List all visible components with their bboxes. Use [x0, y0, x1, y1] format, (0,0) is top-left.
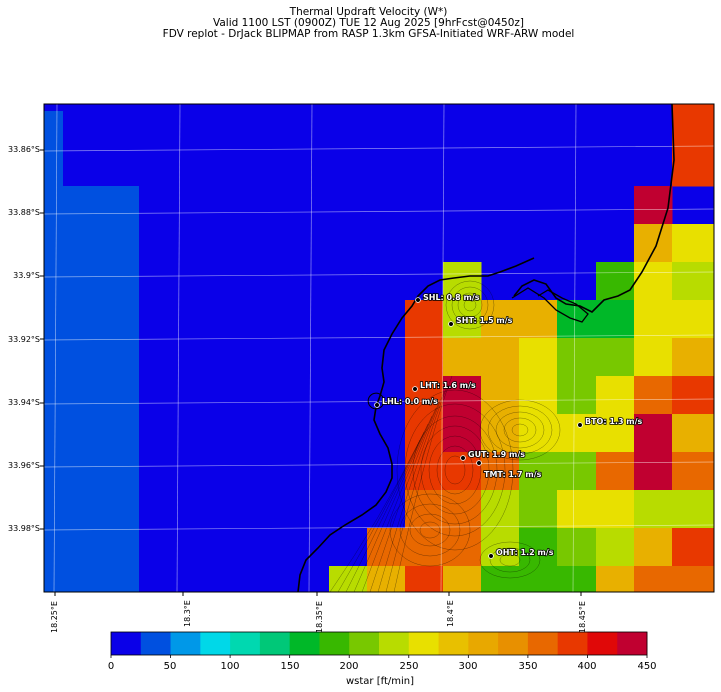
lon-label: 18.4°E: [446, 600, 455, 627]
title-line-1: Thermal Updraft Velocity (W*): [289, 6, 448, 18]
colorbar-tick: 200: [339, 661, 359, 672]
colorbar-tick: 450: [637, 661, 657, 672]
station-dot: [577, 422, 583, 428]
colorbar-swatch: [468, 632, 499, 655]
colorbar-title: wstar [ft/min]: [345, 676, 415, 687]
colorbar-tick: 150: [280, 661, 300, 672]
station-label: OHT: 1.2 m/s: [496, 548, 554, 557]
colorbar-tick: 0: [107, 661, 115, 672]
station-dot: [476, 460, 482, 466]
colorbar-tick: 300: [458, 661, 478, 672]
colorbar-swatch: [408, 632, 439, 655]
colorbar-swatch: [170, 632, 201, 655]
colorbar-tick: 350: [518, 661, 538, 672]
lat-label: 33.98°S: [8, 524, 40, 533]
colorbar-swatch: [259, 632, 291, 655]
lon-label: 18.25°E: [50, 601, 59, 633]
colorbar-tick: 50: [163, 661, 177, 672]
colorbar-swatch: [349, 632, 380, 655]
colorbar-swatch: [498, 632, 529, 655]
station-label: LHL: 0.0 m/s: [382, 397, 438, 406]
terrain-contours: [329, 280, 561, 592]
colorbar-swatch: [587, 632, 618, 655]
station-label: BTO: 1.3 m/s: [585, 417, 643, 426]
station-label: SHT: 1.5 m/s: [456, 316, 513, 325]
colorbar-swatch: [230, 632, 261, 655]
colorbar-tick: 100: [220, 661, 240, 672]
station-label: SHL: 0.8 m/s: [423, 293, 480, 302]
coastline: [297, 104, 675, 592]
graticule: [44, 104, 714, 592]
colorbar-swatch: [438, 632, 469, 655]
lat-label: 33.88°S: [8, 208, 40, 217]
station-dot: [488, 553, 494, 559]
station-dot: [448, 321, 454, 327]
station-dot: [415, 297, 421, 303]
station-label: TMT: 1.7 m/s: [484, 470, 542, 479]
lat-label: 33.92°S: [8, 335, 40, 344]
colorbar-swatch: [200, 632, 231, 655]
lon-label: 18.35°E: [315, 601, 324, 633]
station-dot: [460, 455, 466, 461]
lat-label: 33.86°S: [8, 145, 40, 154]
colorbar-swatch: [111, 632, 142, 655]
lat-label: 33.94°S: [8, 398, 40, 407]
colorbar-swatch: [527, 632, 559, 655]
lat-label: 33.9°S: [13, 271, 40, 280]
lat-label: 33.96°S: [8, 461, 40, 470]
lon-label: 18.45°E: [578, 601, 587, 633]
wstar-grid: [44, 104, 714, 592]
station-label: LHT: 1.6 m/s: [420, 381, 476, 390]
colorbar-swatch: [289, 632, 320, 655]
station-dot: [412, 386, 418, 392]
station-label: GUT: 1.9 m/s: [468, 450, 525, 459]
colorbar-swatch: [617, 632, 648, 655]
lon-label: 18.3°E: [183, 600, 192, 627]
colorbar-swatch: [140, 632, 171, 655]
colorbar-swatch: [319, 632, 350, 655]
dam-outline: [367, 392, 385, 410]
harbour-breakwater: [511, 287, 589, 323]
station-dot: [374, 402, 380, 408]
colorbar-tick: 400: [577, 661, 597, 672]
title-line-2: Valid 1100 LST (0900Z) TUE 12 Aug 2025 […: [212, 17, 525, 29]
colorbar: [110, 631, 648, 658]
colorbar-swatch: [379, 632, 410, 655]
title-line-3: FDV replot - DrJack BLIPMAP from RASP 1.…: [162, 28, 575, 40]
colorbar-swatch: [557, 632, 588, 655]
colorbar-tick: 250: [399, 661, 419, 672]
station-markers: SHL: 0.8 m/s SHT: 1.5 m/s LHT: 1.6 m/s LHL:…: [374, 292, 643, 559]
